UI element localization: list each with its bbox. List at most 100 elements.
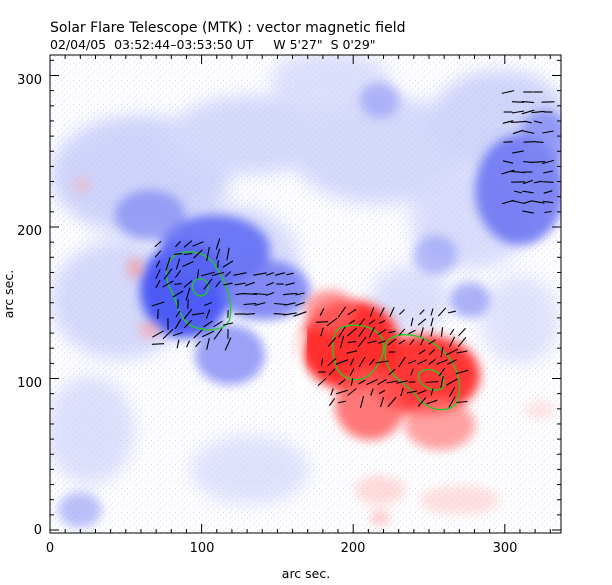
field-vector <box>420 327 424 337</box>
field-vector <box>398 328 406 336</box>
field-vector <box>398 339 406 345</box>
field-vector <box>174 283 182 285</box>
field-vector <box>378 389 386 395</box>
field-vector <box>244 313 256 315</box>
field-vector <box>203 278 213 290</box>
field-vector <box>295 292 305 296</box>
field-vector <box>420 338 424 346</box>
field-vector <box>449 328 455 336</box>
field-vector <box>211 271 225 277</box>
field-vector <box>327 357 337 367</box>
field-vector <box>521 100 535 104</box>
field-vector <box>511 199 525 205</box>
field-vector <box>524 120 532 124</box>
field-vector <box>282 292 298 296</box>
field-vector <box>543 170 553 174</box>
contour-positive-inner <box>417 368 445 391</box>
x-axis-label: arc sec. <box>282 566 330 581</box>
field-vector <box>378 340 386 344</box>
field-vector <box>440 376 444 388</box>
field-vector <box>501 90 515 94</box>
field-vector <box>286 272 294 276</box>
field-vector <box>215 280 221 288</box>
x-tick-label: 200 <box>341 541 366 556</box>
field-vector <box>379 396 385 408</box>
field-vector <box>522 210 534 214</box>
field-vector <box>173 253 183 255</box>
field-vector <box>265 291 275 297</box>
x-tick-label: 100 <box>190 541 215 556</box>
field-vector <box>530 161 546 163</box>
field-vector <box>511 170 525 174</box>
field-vector <box>172 290 184 298</box>
field-vector <box>233 272 247 276</box>
field-vector <box>448 396 456 408</box>
field-vector <box>377 378 387 386</box>
field-vector <box>386 380 398 384</box>
field-vector <box>369 307 375 317</box>
field-vector <box>253 292 267 296</box>
field-vector <box>428 339 436 345</box>
field-vector <box>163 268 173 280</box>
field-vector <box>409 338 415 346</box>
contour-negative-outer <box>165 251 232 331</box>
field-vector <box>456 350 468 354</box>
field-vector <box>358 318 366 326</box>
field-vector <box>205 309 211 319</box>
field-vector <box>523 179 533 185</box>
x-tick-label: 0 <box>46 541 54 556</box>
field-vector <box>175 310 181 318</box>
field-vector <box>358 356 366 368</box>
contour-positive-2 <box>384 333 461 411</box>
field-vector <box>320 327 324 337</box>
field-vector <box>418 349 426 355</box>
field-vector <box>457 336 467 348</box>
neutral-line <box>291 327 310 402</box>
field-vector <box>192 241 204 247</box>
field-vector <box>162 280 174 288</box>
field-vector <box>328 368 336 376</box>
field-vector <box>347 388 357 396</box>
field-vector <box>253 272 267 276</box>
field-vector <box>388 368 396 376</box>
field-vector <box>425 380 439 384</box>
field-vector <box>175 258 181 270</box>
field-vector <box>183 308 193 320</box>
field-vector <box>448 310 456 314</box>
field-vector <box>185 340 191 348</box>
y-tick-label: 0 <box>34 523 42 538</box>
field-vector <box>533 180 543 184</box>
field-vector <box>337 306 347 318</box>
field-vector <box>191 312 205 316</box>
field-vector <box>456 400 468 404</box>
field-vector <box>399 309 405 315</box>
field-vector <box>347 308 357 316</box>
field-vector <box>155 279 161 289</box>
field-vector <box>165 257 171 271</box>
field-vector <box>157 308 159 320</box>
field-vector <box>387 338 397 346</box>
field-vector <box>193 329 203 339</box>
field-vector <box>174 240 182 248</box>
field-vector <box>448 336 456 348</box>
plot-frame <box>49 54 562 534</box>
field-vector <box>174 269 182 279</box>
x-tick-label: 300 <box>493 541 518 556</box>
field-vector <box>196 269 200 279</box>
field-vector <box>222 260 234 268</box>
field-vector <box>185 287 191 301</box>
field-vector <box>447 359 457 365</box>
field-vector <box>182 261 194 267</box>
field-vector <box>338 326 346 338</box>
field-vector <box>367 340 377 344</box>
field-vector <box>502 120 514 124</box>
field-vector <box>347 340 357 344</box>
field-vector <box>338 378 346 386</box>
field-vector <box>531 110 545 114</box>
field-vector <box>501 169 515 175</box>
field-vector <box>429 349 435 355</box>
field-vector <box>224 271 232 277</box>
field-vector <box>410 317 414 327</box>
field-vector <box>430 308 434 316</box>
field-vector <box>320 358 324 366</box>
